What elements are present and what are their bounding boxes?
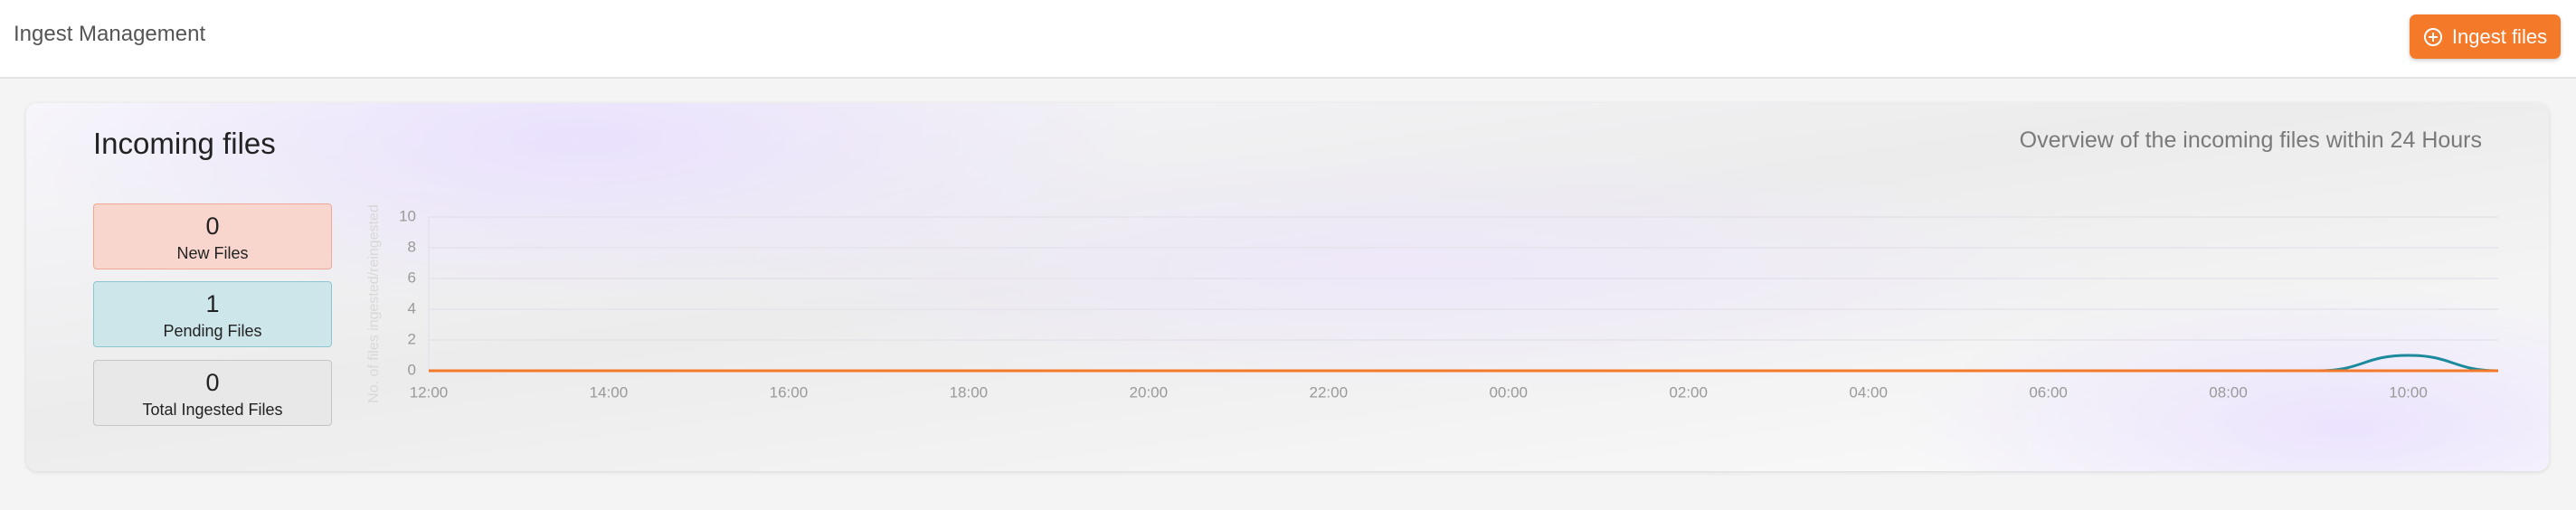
stat-value: 0 <box>205 369 220 396</box>
stat-label: New Files <box>176 244 249 262</box>
page-title: Ingest Management <box>14 22 206 46</box>
stat-label: Pending Files <box>163 322 262 340</box>
stat-box: 1 Pending Files <box>93 281 332 347</box>
plus-icon <box>2423 27 2442 46</box>
card: Incoming files Overview of the incoming … <box>26 103 2549 471</box>
stat-label: Total Ingested Files <box>142 401 283 419</box>
header: Ingest Management Ingest files <box>0 0 2576 79</box>
stat-box: 0 Total Ingested Files <box>93 360 332 426</box>
stat-value: 1 <box>205 290 220 317</box>
card-title: Incoming files <box>93 127 276 160</box>
stat-box: 0 New Files <box>93 203 332 269</box>
button-label: Ingest files <box>2451 24 2548 48</box>
card-subtitle: Overview of the incoming files within 24… <box>2019 128 2482 153</box>
ingest-button[interactable]: Ingest files <box>2410 14 2561 59</box>
stat-value: 0 <box>205 212 220 240</box>
